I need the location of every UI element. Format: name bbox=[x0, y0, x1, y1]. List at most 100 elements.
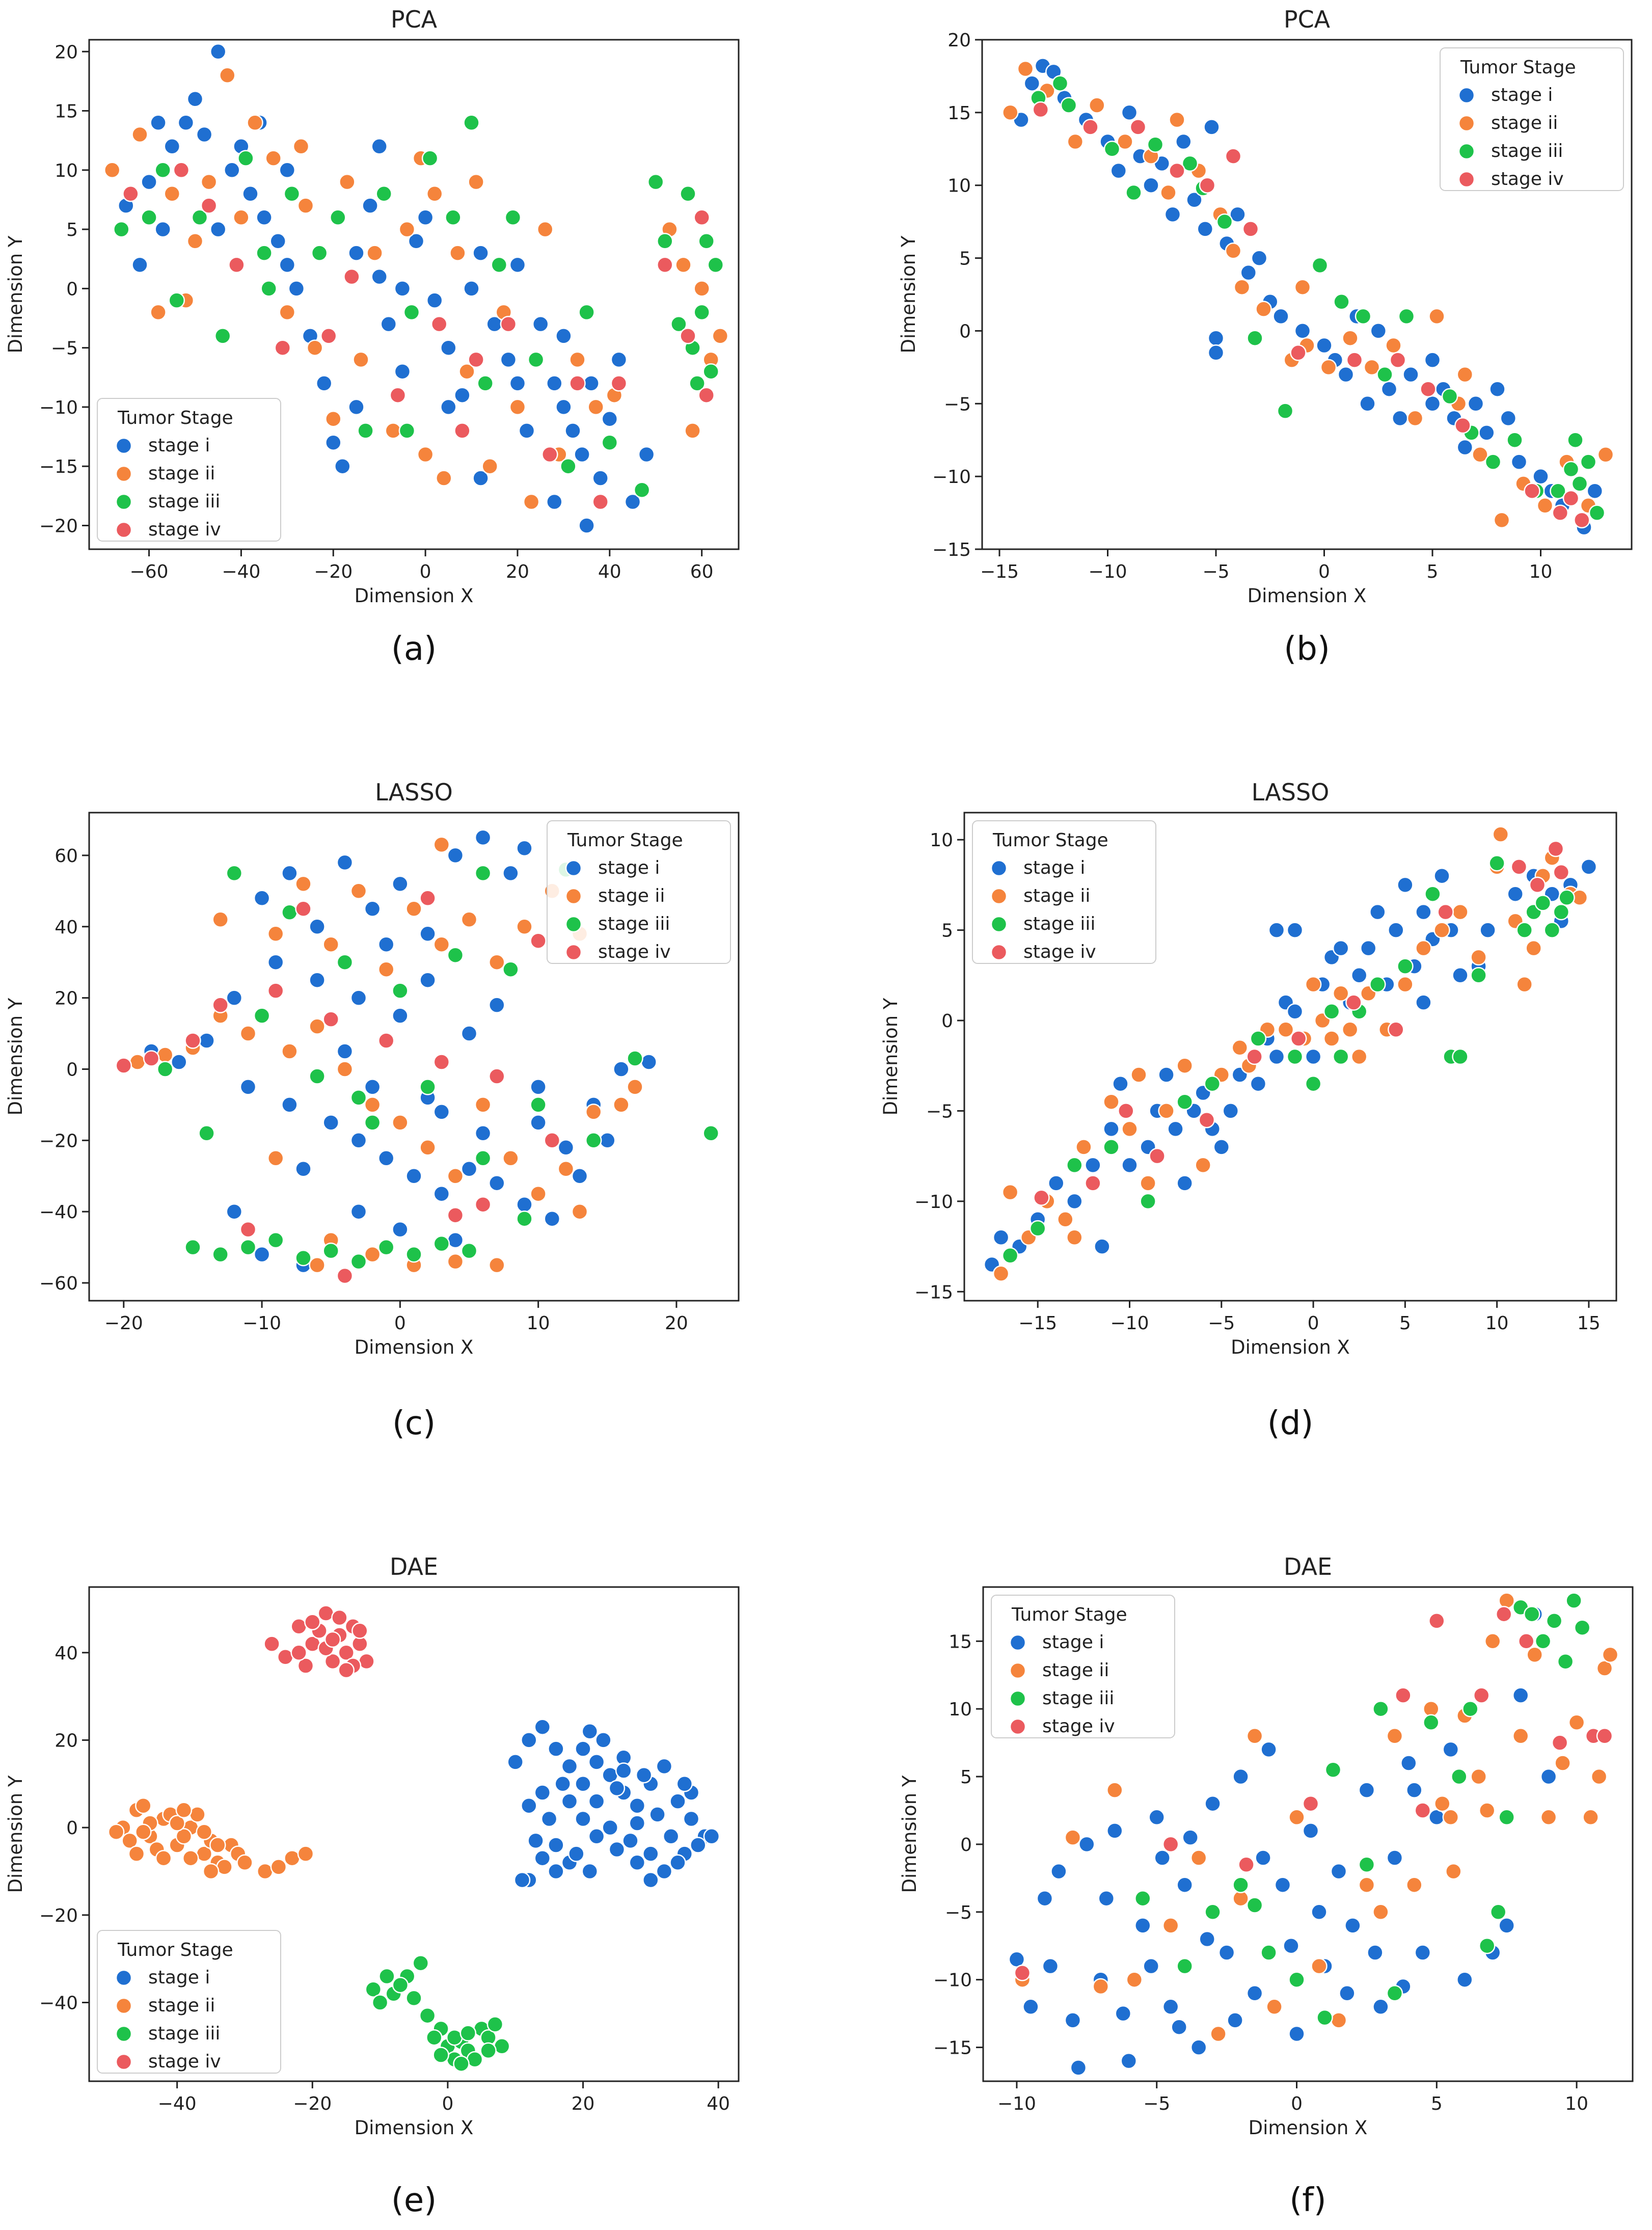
scatter-point bbox=[1001, 1184, 1019, 1201]
scatter-point bbox=[364, 1096, 381, 1113]
scatter-point bbox=[1567, 432, 1584, 448]
scatter-point bbox=[202, 1863, 220, 1880]
scatter-point bbox=[1148, 1809, 1165, 1826]
scatter-point bbox=[1085, 1157, 1101, 1174]
scatter-point bbox=[1247, 330, 1263, 346]
scatter-point bbox=[1568, 1714, 1585, 1731]
scatter-point bbox=[184, 1239, 201, 1256]
scatter-point bbox=[371, 268, 388, 285]
scatter-point bbox=[712, 328, 729, 344]
scatter-point bbox=[1358, 1876, 1375, 1893]
scatter-point bbox=[348, 398, 365, 416]
scatter-point bbox=[253, 890, 270, 907]
scatter-point bbox=[115, 1057, 132, 1074]
scatter-point bbox=[1229, 206, 1246, 223]
scatter-point bbox=[613, 1061, 630, 1078]
scatter-point bbox=[1167, 1120, 1184, 1138]
legend-marker bbox=[1458, 143, 1475, 160]
scatter-point bbox=[541, 446, 558, 463]
scatter-point bbox=[1484, 1633, 1501, 1650]
y-axis-label: Dimension Y bbox=[899, 1775, 920, 1893]
scatter-point bbox=[226, 865, 243, 882]
scatter-point bbox=[1414, 1802, 1431, 1819]
scatter-point bbox=[1246, 1728, 1263, 1744]
scatter-point bbox=[474, 865, 492, 882]
scatter-point bbox=[530, 1185, 547, 1202]
scatter-point bbox=[433, 836, 450, 853]
legend-entry: stage i bbox=[598, 857, 660, 878]
scatter-point bbox=[247, 114, 263, 131]
scatter-point bbox=[447, 1253, 464, 1270]
scatter-point bbox=[1064, 1829, 1081, 1846]
scatter-point bbox=[1283, 1937, 1299, 1954]
scatter-point bbox=[1596, 1728, 1613, 1744]
x-tick-label: 20 bbox=[665, 1313, 688, 1334]
scatter-point bbox=[1143, 177, 1159, 194]
scatter-point bbox=[1227, 2012, 1243, 2029]
scatter-point bbox=[447, 1168, 464, 1185]
chart-panel-4: LASSO −15 −10 −5 0 5 10 15 −15 −10 −5 0 5 10 Dimension… bbox=[880, 778, 1617, 1442]
scatter-point bbox=[581, 1723, 599, 1740]
scatter-point bbox=[657, 233, 673, 250]
scatter-point bbox=[1203, 119, 1220, 136]
series-stage-iii bbox=[365, 1954, 510, 2072]
scatter-point bbox=[1344, 1917, 1361, 1934]
scatter-point bbox=[281, 865, 298, 882]
y-tick-label: 10 bbox=[55, 160, 78, 181]
legend: Tumor Stage stage i stage ii stage iii stage… bbox=[97, 1930, 281, 2074]
scatter-point bbox=[1553, 903, 1570, 921]
legend-entry: stage iii bbox=[598, 914, 670, 934]
scatter-point bbox=[629, 1854, 646, 1871]
scatter-point bbox=[1406, 410, 1424, 427]
scatter-point bbox=[1442, 1741, 1459, 1758]
scatter-point bbox=[1434, 1795, 1451, 1812]
scatter-point bbox=[1452, 903, 1469, 921]
scatter-point bbox=[1488, 855, 1505, 872]
panel-caption: (c) bbox=[392, 1405, 436, 1442]
scatter-point bbox=[184, 1032, 201, 1049]
scatter-point bbox=[1305, 1075, 1322, 1092]
scatter-point bbox=[219, 67, 236, 84]
legend-entry: stage ii bbox=[598, 885, 665, 906]
scatter-point bbox=[1121, 104, 1138, 121]
scatter-point bbox=[1207, 344, 1225, 361]
scatter-point bbox=[1286, 1048, 1304, 1065]
scatter-point bbox=[440, 398, 457, 416]
scatter-point bbox=[1324, 1761, 1342, 1779]
y-tick-label: 0 bbox=[960, 1835, 972, 1856]
scatter-point bbox=[1169, 162, 1185, 179]
scatter-point bbox=[1032, 101, 1049, 118]
scatter-point bbox=[629, 1815, 646, 1832]
scatter-point bbox=[1479, 922, 1496, 938]
scatter-point bbox=[1523, 1605, 1540, 1623]
series-stage-iv bbox=[122, 162, 715, 511]
panel-caption: (e) bbox=[391, 2182, 437, 2219]
scatter-point bbox=[297, 197, 314, 214]
scatter-point bbox=[1066, 1193, 1083, 1210]
scatter-point bbox=[1033, 1189, 1050, 1206]
scatter-point bbox=[587, 398, 604, 416]
scatter-point bbox=[1500, 410, 1517, 427]
scatter-point bbox=[1355, 308, 1372, 325]
x-tick-label: 20 bbox=[506, 561, 529, 582]
scatter-point bbox=[405, 1168, 422, 1185]
y-tick-label: 15 bbox=[55, 101, 78, 122]
scatter-point bbox=[1290, 344, 1307, 361]
scatter-point bbox=[198, 1125, 215, 1142]
x-tick-label: 15 bbox=[1577, 1313, 1601, 1334]
scatter-point bbox=[1388, 922, 1404, 938]
series-stage-ii bbox=[1014, 1592, 1619, 2043]
scatter-point bbox=[1302, 1795, 1319, 1812]
scatter-point bbox=[1120, 2052, 1138, 2070]
legend-marker bbox=[1458, 115, 1475, 132]
scatter-point bbox=[417, 209, 434, 226]
x-tick-label: −40 bbox=[158, 2093, 197, 2114]
scatter-point bbox=[164, 185, 181, 202]
scatter-point bbox=[1478, 424, 1495, 441]
scatter-point bbox=[295, 875, 312, 893]
scatter-point bbox=[481, 458, 498, 475]
scatter-point bbox=[1272, 308, 1289, 325]
scatter-point bbox=[1204, 1903, 1221, 1921]
scatter-point bbox=[656, 1863, 673, 1880]
scatter-point bbox=[1089, 97, 1105, 114]
